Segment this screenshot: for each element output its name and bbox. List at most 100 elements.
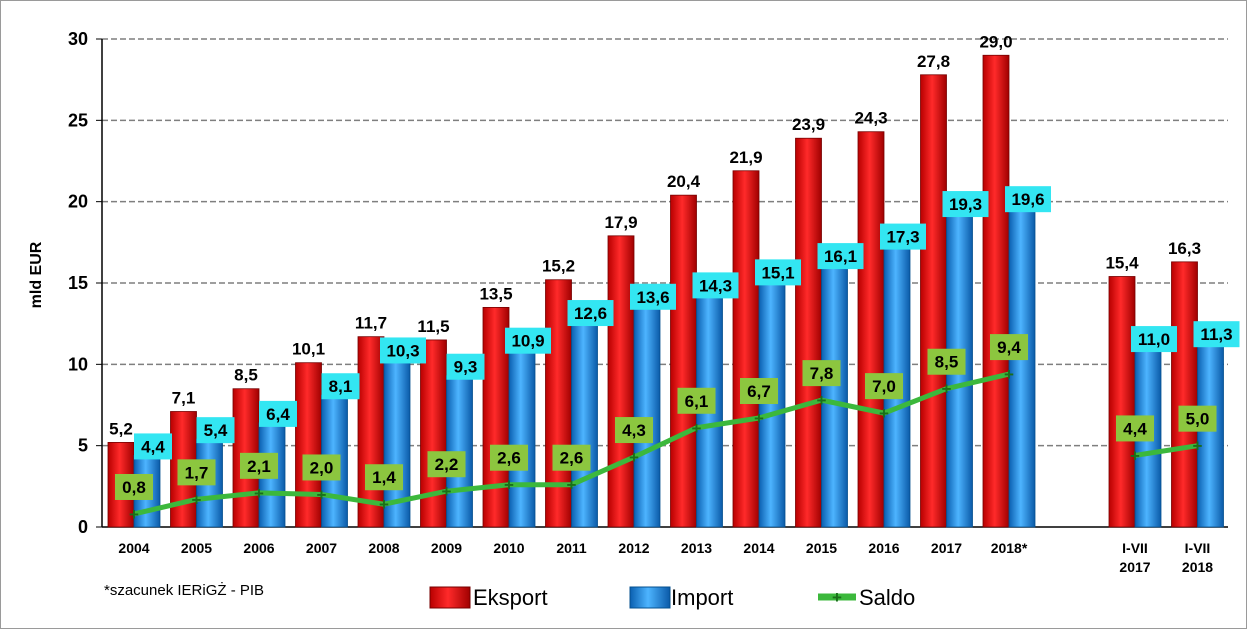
x-tick-label: I-VII — [1122, 540, 1148, 556]
saldo-label-box — [927, 348, 966, 375]
y-tick-label: 30 — [68, 29, 88, 49]
import-label-box — [1005, 186, 1051, 213]
import-label-box — [505, 327, 551, 354]
import-bar — [633, 305, 661, 528]
import-label-box — [1193, 321, 1240, 348]
eksport-data-label: 24,3 — [854, 109, 887, 128]
import-label-box — [942, 191, 989, 218]
import-bar — [1008, 207, 1036, 528]
import-data-label: 9,3 — [454, 358, 478, 377]
import-label-box — [567, 300, 614, 327]
saldo-data-label: 2,6 — [497, 449, 521, 468]
import-label-box — [134, 433, 172, 460]
saldo-point-marker: + — [567, 476, 577, 495]
eksport-bar — [795, 137, 822, 528]
import-data-label: 10,3 — [386, 341, 419, 360]
eksport-bar — [732, 170, 760, 528]
eksport-data-label: 11,7 — [355, 314, 387, 333]
eksport-bar — [295, 362, 322, 528]
x-tick-label: 2016 — [868, 540, 899, 556]
eksport-bar — [482, 306, 510, 528]
x-tick-label: 2018* — [991, 540, 1028, 556]
import-bar — [758, 280, 786, 528]
import-data-label: 19,6 — [1011, 190, 1044, 209]
legend-swatch-import — [629, 586, 671, 609]
import-data-label: 14,3 — [699, 276, 732, 295]
eksport-bar — [920, 74, 947, 528]
eksport-bar — [1108, 276, 1136, 528]
eksport-data-label: 15,4 — [1105, 253, 1139, 272]
saldo-data-label: 4,3 — [622, 421, 646, 440]
saldo-data-label: 7,8 — [810, 364, 834, 383]
import-label-box — [692, 272, 739, 299]
x-tick-label: 2009 — [431, 540, 462, 556]
axes: 0 5 10 15 20 25 30 — [68, 29, 1228, 537]
eksport-data-label: 17,9 — [604, 213, 637, 232]
saldo-line-segment — [133, 371, 1010, 517]
import-label-box — [880, 223, 926, 250]
saldo-point-marker: + — [692, 419, 702, 438]
import-label-box — [380, 337, 426, 364]
import-data-label: 8,1 — [329, 377, 353, 396]
saldo-point-marker: + — [442, 482, 452, 501]
saldo-data-label: 2,0 — [310, 458, 334, 477]
saldo-data-label: 6,1 — [685, 392, 709, 411]
saldo-data-label: 7,0 — [872, 377, 896, 396]
x-tick-label: I-VII — [1185, 540, 1211, 556]
saldo-label-box — [427, 451, 466, 478]
eksport-bar — [1171, 261, 1198, 528]
footnote: *szacunek IERiGŻ - PIB — [104, 581, 264, 599]
saldo-label-box — [490, 444, 528, 471]
eksport-bar — [857, 131, 885, 528]
eksport-data-label: 8,5 — [234, 366, 258, 385]
saldo-point-marker: + — [1130, 446, 1140, 465]
saldo-line: + + + + + + + + + + + + + + + + + — [129, 365, 1203, 524]
eksport-data-label: 20,4 — [667, 172, 701, 191]
x-tick-label: 2006 — [243, 540, 274, 556]
saldo-point-marker: + — [942, 380, 952, 399]
y-tick-label: 0 — [78, 517, 88, 537]
saldo-label-box — [677, 387, 716, 414]
saldo-label-box — [240, 452, 278, 479]
x-tick-label: 2013 — [681, 540, 712, 556]
import-data-label: 6,4 — [266, 405, 290, 424]
import-label-box — [196, 417, 235, 444]
x-axis-labels: 2004 2005 2006 2007 2008 2009 2010 2011 2012 2013… — [118, 540, 1213, 575]
eksport-data-label: 5,2 — [109, 419, 133, 438]
saldo-point-marker: + — [754, 409, 764, 428]
saldo-point-marker: + — [504, 476, 514, 495]
import-data-label: 13,6 — [636, 288, 669, 307]
saldo-data-label: 1,7 — [185, 463, 209, 482]
x-tick-label: 2011 — [556, 540, 587, 556]
saldo-point-marker: + — [629, 448, 639, 467]
saldo-data-label: 5,0 — [1186, 410, 1210, 429]
x-tick-label: 2007 — [306, 540, 337, 556]
import-label-box — [259, 400, 297, 427]
legend-label-eksport: Eksport — [473, 585, 548, 610]
saldo-data-label: 2,2 — [435, 455, 459, 474]
saldo-data-label: 2,1 — [247, 457, 271, 476]
y-tick-label: 5 — [78, 436, 88, 456]
x-tick-label: 2015 — [806, 540, 837, 556]
x-tick-label: 2014 — [743, 540, 774, 556]
x-tick-label: 2005 — [181, 540, 212, 556]
import-data-label: 10,9 — [511, 332, 544, 351]
import-label-box — [630, 283, 676, 310]
legend-label-import: Import — [671, 585, 733, 610]
saldo-line-segment — [1134, 443, 1198, 458]
saldo-data-label: 1,4 — [372, 468, 396, 487]
import-data-label: 11,0 — [1138, 330, 1170, 349]
import-label-box — [755, 259, 801, 286]
eksport-data-label: 27,8 — [917, 52, 950, 71]
saldo-point-marker: + — [254, 484, 264, 503]
eksport-data-label: 16,3 — [1168, 239, 1201, 258]
legend-marker-saldo: + — [832, 588, 842, 607]
x-tick-label: 2017 — [1119, 559, 1150, 575]
legend: Eksport Import + Saldo — [429, 585, 915, 610]
saldo-label-box — [865, 373, 903, 400]
x-tick-label: 2012 — [618, 540, 649, 556]
saldo-label-box — [990, 334, 1028, 361]
saldo-data-label: 9,4 — [997, 338, 1021, 357]
import-bar — [571, 321, 598, 528]
